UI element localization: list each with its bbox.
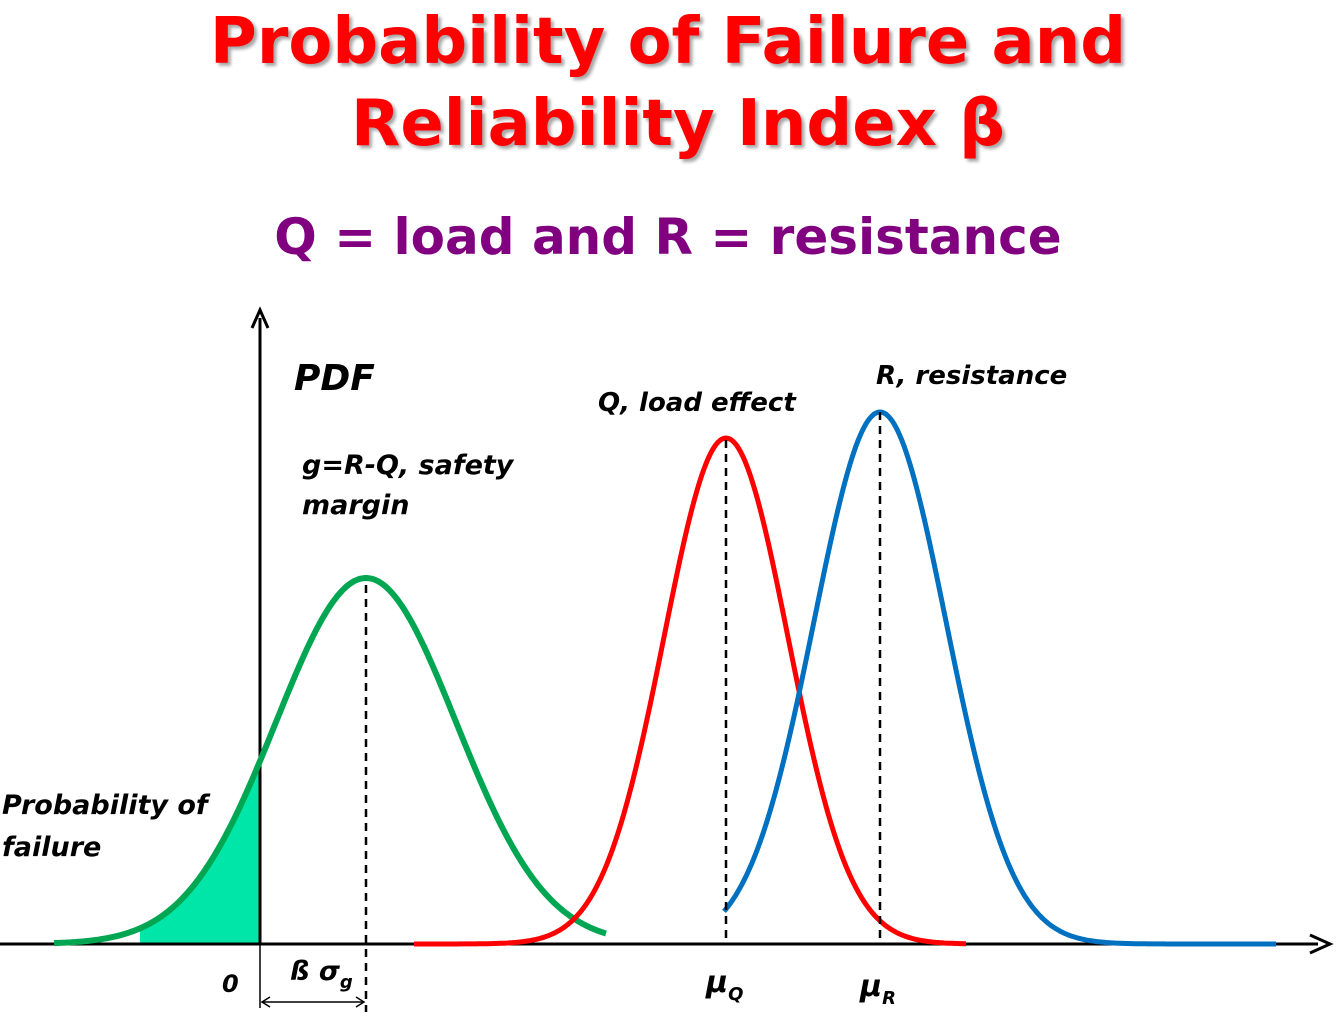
g-curve-label-line-2: margin xyxy=(302,490,409,521)
probability-of-failure-area xyxy=(140,761,260,944)
r-resistance-curve xyxy=(722,409,1276,947)
dimension-arrow-right-icon xyxy=(355,996,366,1008)
mu-r-label: μR xyxy=(859,969,896,1009)
probability-of-failure-label-line-2: failure xyxy=(2,832,101,863)
mu-q-main: μ xyxy=(705,965,728,1000)
mu-r-main: μ xyxy=(859,969,882,1004)
dimension-arrow-left-icon xyxy=(260,996,271,1008)
beta-sigma-main: ß σ xyxy=(290,956,341,987)
arrow-up-icon xyxy=(250,306,270,329)
mu-q-label: μQ xyxy=(705,965,743,1005)
q-load-effect-curve xyxy=(414,435,966,947)
zero-tick-label: 0 xyxy=(222,970,239,998)
title-line-1: Probability of Failure and xyxy=(209,5,1127,79)
q-curve-label: Q, load effect xyxy=(598,388,797,418)
g-safety-margin-curve xyxy=(53,574,607,947)
g-curve-label-line-1: g=R-Q, safety xyxy=(302,450,515,481)
subtitle: Q = load and R = resistance xyxy=(274,208,1062,266)
probability-of-failure-label-line-1: Probability of xyxy=(2,790,211,821)
pdf-axis-label: PDF xyxy=(294,358,375,399)
mu-r-subscript: R xyxy=(882,988,896,1009)
beta-sigma-subscript: g xyxy=(340,972,353,993)
beta-sigma-label: ß σg xyxy=(290,956,353,993)
mu-q-subscript: Q xyxy=(728,984,743,1005)
arrow-right-icon xyxy=(1309,933,1334,955)
title-line-2: Reliability Index β xyxy=(351,87,1005,161)
r-curve-label: R, resistance xyxy=(876,361,1067,391)
